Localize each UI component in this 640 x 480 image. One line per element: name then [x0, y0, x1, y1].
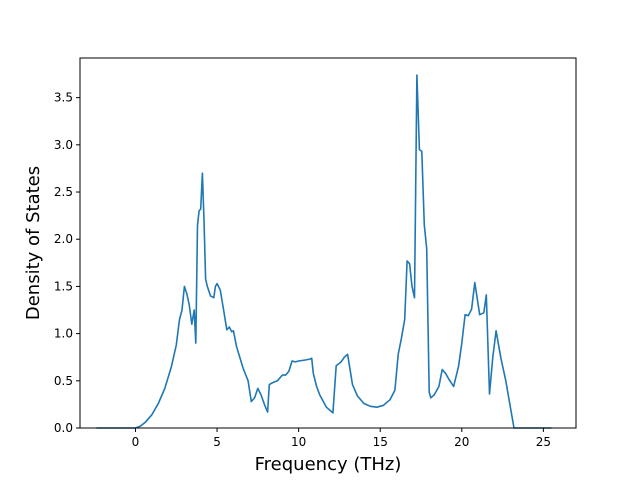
- y-tick-label: 2.5: [54, 185, 73, 199]
- x-tick-label: 0: [132, 435, 140, 449]
- y-tick-label: 0.5: [54, 374, 73, 388]
- x-tick-label: 20: [454, 435, 469, 449]
- plot-area: [79, 57, 577, 429]
- x-tick-label: 25: [536, 435, 551, 449]
- y-ticks: 0.0 0.5 1.0 1.5 2.0 2.5 3.0 3.5: [54, 91, 80, 435]
- y-tick-label: 0.0: [54, 421, 73, 435]
- series-layer: [96, 74, 552, 429]
- y-tick-label: 1.0: [54, 327, 73, 341]
- y-tick-label: 3.5: [54, 91, 73, 105]
- x-tick-label: 15: [373, 435, 388, 449]
- y-tick-label: 1.5: [54, 279, 73, 293]
- y-tick-label: 2.0: [54, 232, 73, 246]
- axes-frame: [79, 57, 577, 429]
- x-axis-label: Frequency (THz): [255, 454, 402, 475]
- y-axis-label: Density of States: [23, 166, 44, 320]
- x-tick-label: 10: [291, 435, 306, 449]
- x-ticks: 0 5 10 15 20 25: [132, 428, 551, 449]
- series-line-0: [96, 74, 552, 429]
- x-tick-label: 5: [213, 435, 221, 449]
- y-tick-label: 3.0: [54, 138, 73, 152]
